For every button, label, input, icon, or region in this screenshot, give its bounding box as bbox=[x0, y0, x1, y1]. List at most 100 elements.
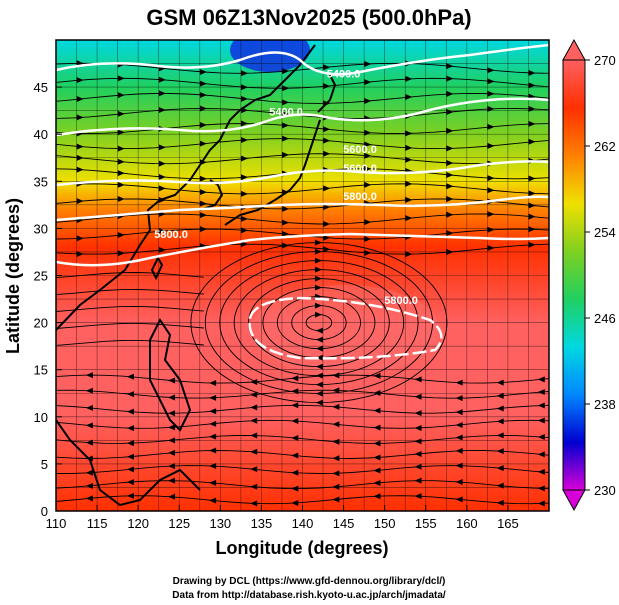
wind-arrow bbox=[405, 144, 413, 151]
wind-arrow bbox=[323, 204, 331, 211]
wind-arrow bbox=[199, 212, 207, 219]
wind-arrow bbox=[455, 462, 463, 469]
wind-arrow bbox=[158, 107, 166, 114]
wind-arrow bbox=[158, 228, 166, 235]
wind-arrow bbox=[373, 493, 381, 500]
colorbar-ticks: 230 238 246 254 262 270 bbox=[585, 53, 616, 498]
x-tick-label: 130 bbox=[209, 516, 231, 531]
streamline-westerly bbox=[56, 243, 549, 255]
wind-arrow bbox=[446, 248, 454, 255]
wind-arrow bbox=[282, 68, 290, 75]
wind-arrow bbox=[314, 239, 322, 246]
colorbar-bottom-arrow bbox=[562, 489, 586, 512]
streamline-easterly bbox=[56, 374, 549, 384]
x-axis-ticks: 110 115 120 125 130 135 140 145 150 155 160 165 bbox=[46, 505, 519, 531]
streamline-westerly bbox=[56, 198, 549, 210]
x-tick-label: 125 bbox=[168, 516, 190, 531]
wind-arrow bbox=[528, 213, 536, 220]
x-tick-label: 155 bbox=[415, 516, 437, 531]
wind-arrow bbox=[315, 390, 323, 397]
colorbar-tick-label: 270 bbox=[594, 53, 616, 68]
wind-arrow bbox=[373, 440, 381, 447]
x-axis-label: Longitude (degrees) bbox=[215, 538, 388, 558]
wind-arrow bbox=[250, 466, 258, 473]
wind-arrow bbox=[332, 372, 340, 379]
streamline-west bbox=[56, 339, 204, 346]
streamline-westerly bbox=[56, 77, 549, 89]
wind-arrow bbox=[487, 245, 495, 252]
wind-arrow bbox=[250, 448, 258, 455]
wind-arrow bbox=[496, 465, 504, 472]
wind-arrow bbox=[373, 407, 381, 414]
streamline-westerly bbox=[56, 138, 549, 150]
colorbar-top-arrow bbox=[562, 38, 586, 61]
wind-arrow bbox=[240, 155, 248, 162]
wind-arrow bbox=[240, 120, 248, 127]
wind-arrow bbox=[240, 136, 248, 143]
wind-arrow bbox=[282, 151, 290, 158]
wind-arrow bbox=[126, 425, 134, 432]
wind-arrow bbox=[364, 236, 372, 243]
streamline-easterly bbox=[56, 434, 549, 444]
wind-arrow bbox=[455, 379, 463, 386]
wind-arrow bbox=[528, 226, 536, 233]
wind-arrow bbox=[315, 354, 323, 361]
wind-arrow bbox=[405, 156, 413, 163]
wind-arrow bbox=[240, 190, 248, 197]
wind-arrow bbox=[209, 408, 217, 415]
wind-arrow bbox=[158, 90, 166, 97]
wind-arrow bbox=[199, 226, 207, 233]
wind-arrow bbox=[332, 470, 340, 477]
wind-arrow bbox=[250, 417, 258, 424]
wind-arrow bbox=[158, 160, 166, 167]
wind-arrow bbox=[291, 375, 299, 382]
taiwan-coast bbox=[150, 255, 164, 281]
wind-arrow bbox=[240, 70, 248, 77]
wind-arrow bbox=[240, 241, 248, 248]
wind-arrow bbox=[405, 251, 413, 258]
contour-label: 5400.0 bbox=[269, 106, 303, 118]
y-tick-label: 35 bbox=[34, 174, 48, 189]
wind-arrow bbox=[446, 127, 454, 134]
streamline-easterly bbox=[56, 389, 549, 399]
wind-arrow bbox=[85, 387, 93, 394]
wind-arrow bbox=[85, 439, 93, 446]
wind-arrow bbox=[199, 91, 207, 98]
wind-arrow bbox=[117, 75, 125, 82]
wind-arrow bbox=[85, 482, 93, 489]
contour-5400-north bbox=[56, 43, 549, 76]
streamline-westerly bbox=[56, 123, 549, 134]
x-tick-label: 140 bbox=[292, 516, 314, 531]
wind-arrow bbox=[199, 105, 207, 112]
wind-arrow bbox=[315, 336, 323, 343]
wind-arrow bbox=[528, 105, 536, 112]
colorbar: 230 238 246 254 262 270 bbox=[562, 38, 616, 512]
wind-arrow bbox=[487, 90, 495, 97]
wind-arrow bbox=[364, 98, 372, 105]
streamline-westerly bbox=[56, 108, 549, 119]
streamline-westerly bbox=[56, 213, 549, 225]
wind-arrow bbox=[414, 463, 422, 470]
wind-arrow bbox=[209, 479, 217, 486]
wind-arrow bbox=[315, 381, 323, 388]
wind-arrow bbox=[117, 158, 125, 165]
wind-arrow bbox=[446, 75, 454, 82]
wind-arrow bbox=[455, 478, 463, 485]
wind-arrow bbox=[496, 499, 504, 506]
wind-arrow bbox=[528, 190, 536, 197]
wind-arrow bbox=[537, 500, 545, 507]
wind-arrow bbox=[537, 451, 545, 458]
plot-area: 5400.0 5400.0 5600.0 5600.0 5800.0 5800.0 5800… bbox=[56, 40, 549, 511]
y-tick-label: 45 bbox=[34, 80, 48, 95]
wind-arrow bbox=[537, 402, 545, 409]
wind-arrow bbox=[291, 452, 299, 459]
wind-arrow bbox=[168, 377, 176, 384]
colorbar-tick-label: 246 bbox=[594, 311, 616, 326]
x-tick-label: 120 bbox=[127, 516, 149, 531]
wind-arrow bbox=[496, 405, 504, 412]
streamline-westerly bbox=[56, 153, 549, 165]
wind-arrow bbox=[446, 183, 454, 190]
wind-arrow bbox=[373, 480, 381, 487]
wind-arrow bbox=[496, 432, 504, 439]
wind-arrow bbox=[315, 399, 323, 406]
